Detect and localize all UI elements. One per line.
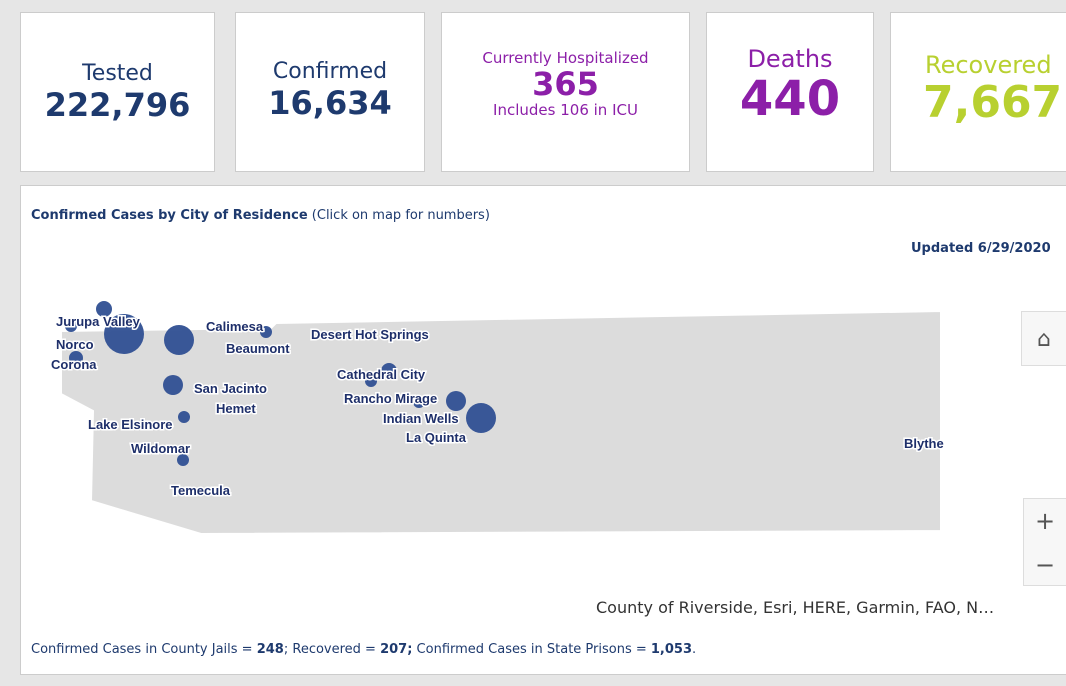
- card-value: 16,634: [268, 84, 392, 122]
- city-label: Blythe: [904, 436, 944, 451]
- card-value: 7,667: [923, 77, 1063, 128]
- city-bubble: [178, 411, 190, 423]
- city-label: Rancho Mirage: [344, 391, 437, 406]
- footer-text: ; Recovered =: [283, 642, 381, 657]
- city-label: Indian Wells: [383, 411, 459, 426]
- city-label: Lake Elsinore: [88, 417, 173, 432]
- footer-text: Confirmed Cases in County Jails =: [31, 642, 257, 657]
- card-label: Confirmed: [272, 59, 388, 84]
- city-label: Temecula: [171, 483, 231, 498]
- city-label: Jurupa Valley: [56, 314, 141, 329]
- city-bubble: [177, 454, 189, 466]
- card: Currently Hospitalized 365 Includes 106 …: [441, 12, 690, 172]
- footer-number: 1,053: [650, 642, 693, 657]
- card-note: Includes 106 in ICU: [493, 101, 638, 119]
- city-label: Norco: [56, 337, 94, 352]
- city-bubble: [69, 351, 83, 365]
- city-bubble: [381, 363, 397, 379]
- footer-number: 248: [256, 642, 284, 657]
- map[interactable]: Jurupa Valley Norco Corona Calimesa Beaumont…: [21, 286, 1066, 686]
- city-label: Desert Hot Springs: [311, 327, 429, 342]
- city-label: San Jacinto: [194, 381, 267, 396]
- card: Confirmed 16,634: [235, 12, 425, 172]
- card-value: 222,796: [44, 86, 191, 124]
- city-bubble: [104, 314, 144, 354]
- card-value: 365: [532, 65, 599, 103]
- city-bubble: [365, 375, 377, 387]
- city-bubble: [260, 326, 272, 338]
- county-shape: [60, 309, 942, 536]
- city-bubble: [446, 391, 466, 411]
- city-bubble: [96, 301, 112, 317]
- card-label: Tested: [82, 61, 153, 86]
- zoom-out[interactable]: −: [1034, 551, 1056, 579]
- card-label: Recovered: [925, 51, 1052, 79]
- page: Tested 222,796 Confirmed 16,634 Currentl…: [20, 12, 1066, 675]
- card: Deaths 440: [706, 12, 874, 172]
- map-heading: Confirmed Cases by City of Residence (Cl…: [31, 208, 490, 223]
- card-value: 440: [739, 71, 841, 127]
- city-label: Corona: [51, 357, 97, 372]
- card-label: Deaths: [747, 45, 833, 73]
- city-bubble: [466, 403, 496, 433]
- city-bubble: [65, 320, 77, 332]
- footer-number: 207;: [380, 642, 413, 657]
- city-bubble: [164, 325, 194, 355]
- city-label: Beaumont: [226, 341, 290, 356]
- map-title: Confirmed Cases by City of Residence: [31, 208, 308, 223]
- zoom-controls: + −: [1023, 498, 1066, 586]
- map-panel: Confirmed Cases by City of Residence (Cl…: [20, 185, 1066, 675]
- card: Tested 222,796: [20, 12, 215, 172]
- city-label: Cathedral City: [337, 367, 426, 382]
- city-label: Hemet: [216, 401, 256, 416]
- card: Recovered 7,667: [890, 12, 1066, 172]
- city-label: Wildomar: [131, 441, 190, 456]
- zoom-in[interactable]: +: [1034, 507, 1056, 535]
- footer-text: .: [692, 642, 697, 657]
- home-button[interactable]: ⌂: [1021, 311, 1066, 366]
- footer-text: Confirmed Cases in State Prisons =: [412, 642, 651, 657]
- city-bubble: [413, 396, 425, 408]
- city-bubble: [163, 375, 183, 395]
- updated: Updated 6/29/2020: [911, 241, 1051, 256]
- footer: Confirmed Cases in County Jails = 248; R…: [31, 642, 696, 657]
- map-hint: (Click on map for numbers): [311, 208, 490, 223]
- city-label: Calimesa: [206, 319, 264, 334]
- city-label: La Quinta: [406, 430, 467, 445]
- attribution: County of Riverside, Esri, HERE, Garmin,…: [596, 598, 995, 617]
- card-label: Currently Hospitalized: [482, 49, 649, 67]
